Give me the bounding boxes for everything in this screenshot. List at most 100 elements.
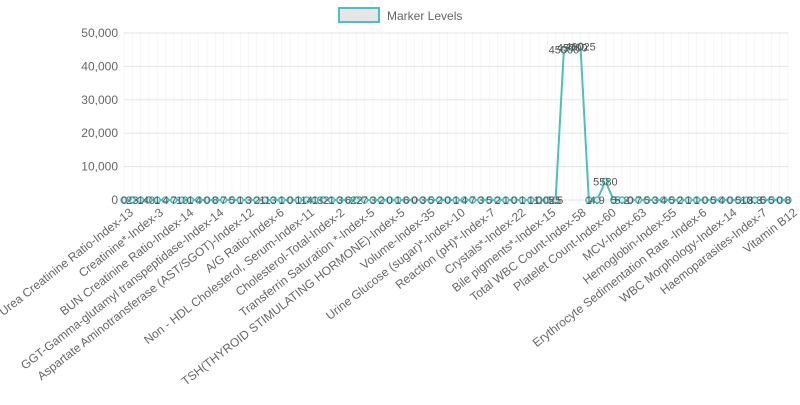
data-point[interactable] [410, 196, 419, 204]
data-point[interactable] [194, 196, 203, 204]
data-label: 2 [254, 195, 260, 207]
data-label: 1 [528, 195, 534, 207]
data-label: 1 [453, 195, 459, 207]
data-point[interactable] [269, 196, 278, 204]
data-point[interactable] [618, 196, 626, 204]
data-point[interactable] [211, 196, 220, 204]
data-label: 40 [143, 195, 155, 207]
data-point[interactable] [120, 196, 128, 204]
data-point[interactable] [170, 196, 178, 204]
data-point[interactable] [178, 196, 186, 204]
data-point[interactable] [277, 196, 286, 204]
data-point[interactable] [336, 196, 344, 204]
data-point[interactable] [286, 196, 294, 204]
data-label: 0 [702, 195, 708, 207]
data-point[interactable] [402, 196, 410, 204]
data-point[interactable] [153, 196, 161, 204]
data-point[interactable] [518, 196, 527, 204]
data-point[interactable] [161, 196, 170, 204]
data-point[interactable] [692, 196, 701, 204]
data-point[interactable] [261, 196, 269, 204]
data-point[interactable] [576, 42, 585, 51]
data-point[interactable] [726, 196, 734, 204]
data-label: 3 [478, 195, 484, 207]
data-label: 0 [121, 195, 127, 207]
data-point[interactable] [593, 196, 601, 204]
data-point[interactable] [601, 177, 610, 186]
data-point[interactable] [228, 196, 236, 204]
data-point[interactable] [734, 196, 742, 204]
data-point[interactable] [427, 196, 435, 204]
data-point[interactable] [526, 196, 535, 204]
data-point[interactable] [145, 196, 153, 204]
data-point[interactable] [452, 196, 460, 204]
data-point[interactable] [344, 196, 352, 204]
data-point[interactable] [203, 196, 211, 204]
data-point[interactable] [244, 196, 253, 204]
data-point[interactable] [643, 196, 651, 204]
data-point[interactable] [510, 196, 518, 204]
data-point[interactable] [668, 196, 676, 204]
data-point[interactable] [535, 196, 543, 204]
data-label: 1 [503, 195, 509, 207]
data-point[interactable] [219, 196, 228, 204]
data-point[interactable] [435, 196, 444, 204]
data-point[interactable] [377, 196, 386, 204]
data-point[interactable] [784, 196, 792, 204]
data-point[interactable] [560, 45, 568, 54]
data-point[interactable] [493, 196, 502, 204]
y-tick-label: 20,000 [81, 126, 118, 140]
data-point[interactable] [676, 196, 684, 204]
data-point[interactable] [253, 196, 261, 204]
data-point[interactable] [443, 196, 452, 204]
data-point[interactable] [775, 196, 784, 204]
legend[interactable]: Marker Levels [338, 7, 462, 23]
data-label: 1 [295, 195, 301, 207]
data-point[interactable] [651, 196, 659, 204]
data-point[interactable] [468, 196, 477, 204]
data-point[interactable] [634, 196, 643, 204]
data-point[interactable] [460, 196, 469, 204]
data-label: 45000 [549, 45, 580, 57]
data-point[interactable] [709, 196, 718, 204]
data-point[interactable] [319, 196, 327, 204]
data-point[interactable] [385, 196, 394, 204]
legend-swatch[interactable] [338, 7, 380, 23]
data-point[interactable] [327, 196, 336, 204]
data-point[interactable] [294, 196, 303, 204]
data-point[interactable] [236, 196, 244, 204]
data-point[interactable] [751, 196, 759, 204]
grid-lines [123, 32, 789, 204]
data-point[interactable] [369, 196, 377, 204]
data-point[interactable] [767, 196, 776, 204]
data-point[interactable] [394, 196, 402, 204]
data-point[interactable] [543, 196, 552, 204]
data-point[interactable] [568, 43, 576, 52]
data-label: 0 [511, 195, 517, 207]
data-point[interactable] [302, 196, 311, 204]
data-label: 5.5 [548, 195, 563, 207]
data-point[interactable] [352, 196, 361, 204]
data-point[interactable] [419, 196, 427, 204]
data-point[interactable] [759, 196, 767, 204]
data-point[interactable] [742, 196, 751, 204]
data-point[interactable] [551, 196, 560, 204]
x-tick-label: GGT-Gamma-glutamyl transpeptidase-Index-… [18, 205, 227, 372]
data-label: 7 [171, 195, 177, 207]
data-point[interactable] [626, 196, 635, 204]
data-point[interactable] [502, 196, 510, 204]
data-point[interactable] [485, 196, 493, 204]
data-point[interactable] [609, 196, 618, 204]
legend-label[interactable]: Marker Levels [387, 9, 462, 23]
data-point[interactable] [186, 196, 195, 204]
data-point[interactable] [659, 196, 668, 204]
data-point[interactable] [717, 196, 726, 204]
data-point[interactable] [311, 196, 319, 204]
data-point[interactable] [701, 196, 709, 204]
data-point[interactable] [477, 196, 485, 204]
data-point[interactable] [585, 196, 593, 204]
data-point[interactable] [684, 196, 693, 204]
data-point[interactable] [136, 196, 145, 204]
data-point[interactable] [128, 196, 137, 204]
data-point[interactable] [360, 196, 369, 204]
